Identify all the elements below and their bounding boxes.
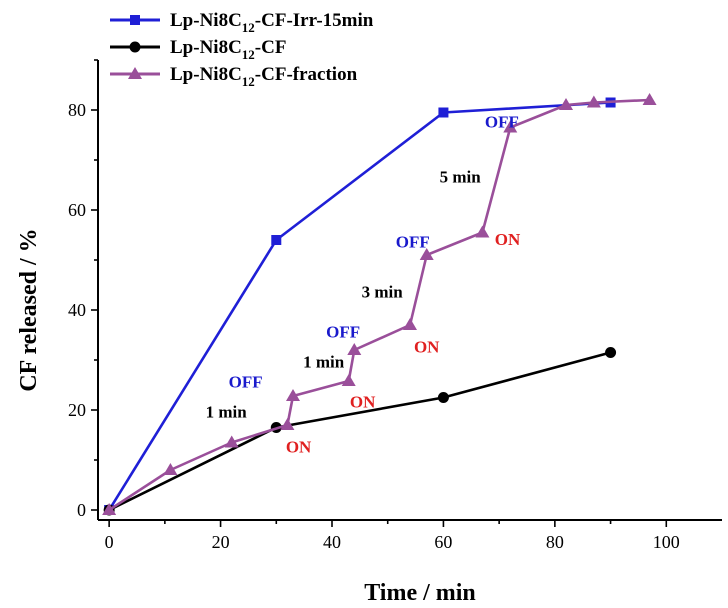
legend-label-subscript: 12 [242,74,255,89]
legend-entry: Lp-Ni8C12-CF [110,37,286,62]
legend-label: Lp-Ni8C12-CF [170,37,286,62]
y-tick-label: 0 [77,500,86,520]
data-point [503,120,518,133]
data-point [438,107,449,118]
series-layer [102,93,657,516]
series-line [108,98,650,512]
data-point [102,503,117,515]
data-point [419,248,434,260]
annotation-label: ON [414,338,440,357]
annotation-label: ON [350,393,376,412]
legend-marker [128,67,142,79]
legend-label-part: Lp-Ni8C [170,37,242,58]
legend-entry: Lp-Ni8C12-CF-Irr-15min [110,10,374,35]
annotations: OFF 1 min ON 1 min OFF ON 3 min OFF ON 5 min OFF ON [206,113,521,457]
legend-marker [130,15,140,25]
x-tick-label: 100 [653,532,680,552]
annotation-label: 1 min [303,353,345,372]
data-point [280,418,295,430]
x-tick-label: 0 [105,532,114,552]
series-line [108,101,611,511]
legend-label-part: -CF [255,37,287,58]
legend-entry: Lp-Ni8C12-CF-fraction [110,64,358,89]
data-point [642,93,657,105]
annotation-label: 1 min [206,403,248,422]
legend-label-subscript: 12 [242,20,255,35]
y-tick-label: 20 [68,400,86,420]
y-axis-title: CF released / % [16,228,42,391]
annotation-label: ON [286,438,312,457]
x-tick-label: 40 [323,532,341,552]
data-point [559,98,573,110]
legend: Lp-Ni8C12-CF-Irr-15minLp-Ni8C12-CFLp-Ni8… [110,10,374,89]
legend-marker [129,41,141,53]
legend-label-part: -CF-fraction [255,64,358,85]
annotation-label: OFF [396,233,430,252]
data-point [475,225,490,238]
annotation-label: OFF [229,373,263,392]
data-point [437,392,449,403]
legend-label-subscript: 12 [242,47,255,62]
data-point [286,389,300,401]
x-axis-title: Time / min [364,580,476,606]
data-point [403,318,417,330]
y-tick-label: 40 [68,300,86,320]
y-tick-label: 60 [68,200,86,220]
legend-label-part: Lp-Ni8C [170,10,242,31]
series-3 [102,93,657,515]
legend-label: Lp-Ni8C12-CF-Irr-15min [170,10,374,35]
data-point [224,435,239,448]
data-point [271,235,282,245]
annotation-label: 3 min [362,283,404,302]
axes: 0 20 40 60 80 100 0 20 40 60 80 [68,59,722,552]
data-point [341,374,356,386]
annotation-label: OFF [326,323,360,342]
legend-label-part: Lp-Ni8C [170,64,242,85]
data-point [605,347,617,358]
legend-label: Lp-Ni8C12-CF-fraction [170,64,358,89]
data-point [347,343,362,355]
series-1 [104,97,616,515]
x-tick-label: 20 [212,532,230,552]
y-tick-label: 80 [68,100,86,120]
annotation-label: ON [495,230,521,249]
x-tick-label: 80 [546,532,564,552]
annotation-label: 5 min [440,168,482,187]
series-2 [103,347,617,516]
x-tick-label: 60 [434,532,452,552]
data-point [586,95,601,108]
series-line [108,351,611,512]
data-point [163,463,178,475]
legend-label-part: -CF-Irr-15min [255,10,374,31]
annotation-label: OFF [485,113,519,132]
